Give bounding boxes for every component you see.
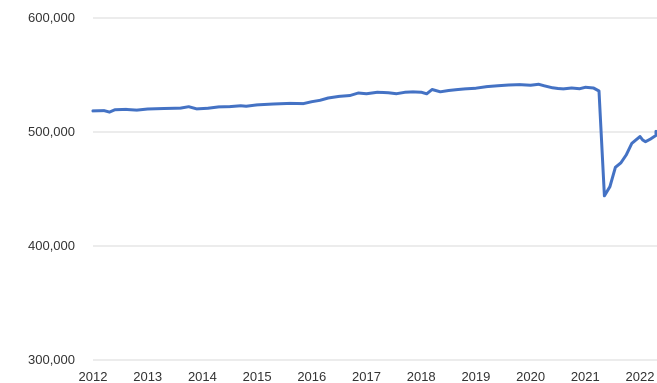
y-tick-label: 600,000	[28, 10, 75, 25]
x-tick-label: 2014	[188, 369, 217, 383]
x-tick-label: 2020	[516, 369, 545, 383]
series-group	[91, 82, 657, 198]
x-tick-label: 2016	[297, 369, 326, 383]
y-axis-labels: 600,000 500,000 400,000 300,000	[28, 10, 75, 367]
x-tick-label: 2015	[243, 369, 272, 383]
x-tick-label: 2019	[461, 369, 490, 383]
x-axis-labels: 2012 2013 2014 2015 2016 2017 2018 2019 2020 2021…	[79, 369, 655, 383]
x-tick-label: 2018	[407, 369, 436, 383]
x-tick-label: 2022	[626, 369, 655, 383]
y-tick-label: 500,000	[28, 124, 75, 139]
x-tick-label: 2017	[352, 369, 381, 383]
y-tick-label: 300,000	[28, 352, 75, 367]
x-tick-label: 2012	[79, 369, 108, 383]
y-tick-label: 400,000	[28, 238, 75, 253]
x-tick-label: 2021	[571, 369, 600, 383]
x-tick-label: 2013	[133, 369, 162, 383]
grid	[93, 17, 657, 361]
series-line-0	[91, 82, 657, 198]
